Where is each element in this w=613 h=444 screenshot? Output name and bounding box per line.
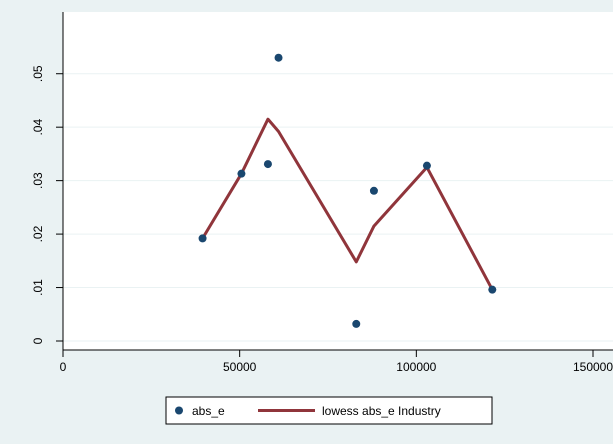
x-tick-label: 0 xyxy=(60,360,67,374)
series-layer xyxy=(198,53,497,328)
legend-label-lowess: lowess abs_e Industry xyxy=(322,404,441,418)
scatter-point xyxy=(263,160,272,169)
y-tick-label: .05 xyxy=(31,65,45,82)
y-tick-label: .02 xyxy=(31,225,45,242)
axes: 0 .01 .02 .03 .04 .05 0 50000 100000 150000 xyxy=(31,12,613,374)
y-tick-label: .03 xyxy=(31,172,45,189)
y-tick-label: .04 xyxy=(31,119,45,136)
scatter-point xyxy=(369,186,378,195)
y-tick-label: .01 xyxy=(31,279,45,296)
lowess-line xyxy=(201,117,494,291)
x-tick-label: 50000 xyxy=(223,360,257,374)
legend-marker-abs-e xyxy=(175,406,183,415)
legend-label-abs-e: abs_e xyxy=(192,404,225,418)
scatter-point xyxy=(198,234,207,243)
legend: abs_e lowess abs_e Industry xyxy=(165,396,493,425)
legend-box xyxy=(165,396,493,425)
y-tick-label: 0 xyxy=(31,337,45,344)
scatter-point xyxy=(274,53,283,62)
scatter-point xyxy=(488,285,497,294)
x-tick-label: 100000 xyxy=(396,360,436,374)
scatter-point xyxy=(422,161,431,170)
scatter-point xyxy=(237,169,246,178)
scatter-point xyxy=(352,319,361,328)
x-tick-label: 150000 xyxy=(573,360,613,374)
